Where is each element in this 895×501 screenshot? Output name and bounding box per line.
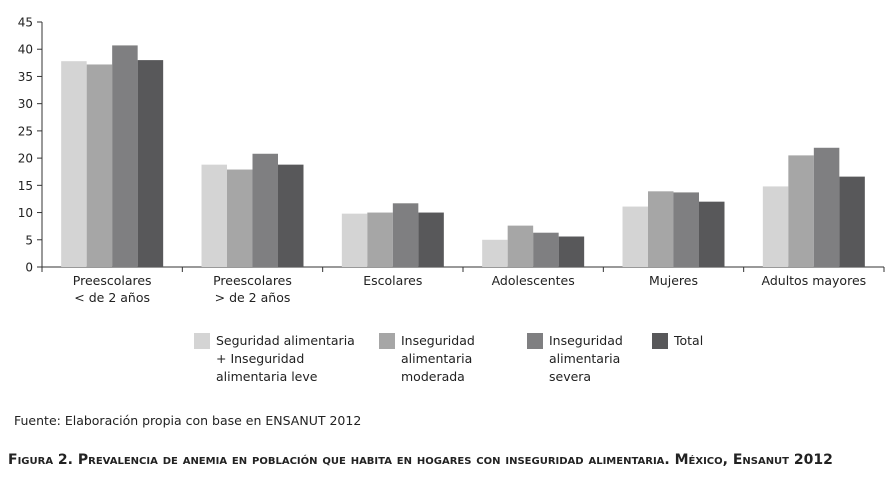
y-tick-label: 10 [18,206,33,220]
y-tick-label: 5 [25,233,33,247]
bar [788,155,814,267]
category-label-line: Adultos mayores [762,273,867,288]
legend-swatch-severa [527,333,543,349]
category-label-line: > de 2 años [215,290,291,305]
legend-label-moderada: Inseguridad alimentaria moderada [401,333,475,384]
legend-label-severa: Inseguridad alimentaria severa [549,333,623,384]
bar [252,153,278,267]
legend-swatch-moderada [379,333,395,349]
category-label-line: < de 2 años [74,290,150,305]
category-label: Preescolares < de 2 años [73,273,152,305]
category-label: Mujeres [649,273,698,288]
chart-legend: Seguridad alimentaria + Inseguridad alim… [0,333,895,393]
bar [533,232,559,267]
legend-label-seguridad-leve: Seguridad alimentaria + Inseguridad alim… [216,333,355,384]
y-tick-label: 15 [18,179,33,193]
category-label-line: Preescolares [213,273,292,288]
y-tick-label: 20 [18,152,33,166]
bar [278,164,304,267]
bar [699,201,725,267]
bar [137,60,164,267]
category-label: Adolescentes [492,273,575,288]
y-tick-label: 0 [25,261,33,275]
legend-item-total: Total [652,333,703,350]
legend-label-total: Total [674,333,704,348]
bar [813,147,840,267]
bar [392,203,419,267]
bar [418,212,444,267]
bar [673,192,699,267]
bar [507,225,534,267]
y-tick-label: 25 [18,124,33,138]
bar [341,213,368,267]
bar [367,212,393,267]
bar [558,236,585,267]
bar [201,164,227,267]
bar [648,191,674,267]
figure-caption: Figura 2. Prevalencia de anemia en pobla… [8,452,833,468]
category-label-line: Mujeres [649,273,698,288]
y-tick-label: 40 [18,43,33,57]
y-tick-label: 30 [18,97,33,111]
bar [112,45,138,268]
bar [61,61,87,268]
legend-item-moderada: Inseguridad alimentaria moderada [379,333,475,386]
category-label: Adultos mayores [762,273,867,288]
bar [762,186,789,267]
y-tick-label: 35 [18,70,33,84]
legend-swatch-total [652,333,668,349]
category-label-line: Escolares [363,273,422,288]
y-tick-label: 45 [18,16,33,30]
source-note: Fuente: Elaboración propia con base en E… [14,413,362,428]
legend-item-severa: Inseguridad alimentaria severa [527,333,623,386]
category-label: Preescolares > de 2 años [213,273,292,305]
legend-swatch-seguridad-leve [194,333,210,349]
bar [482,239,508,267]
bar [227,169,253,267]
bar [839,176,865,267]
category-label-line: Preescolares [73,273,152,288]
bar [622,206,648,267]
legend-item-seguridad-leve: Seguridad alimentaria + Inseguridad alim… [194,333,355,386]
category-label: Escolares [363,273,422,288]
bar [86,64,113,267]
category-label-line: Adolescentes [492,273,575,288]
bar-chart: 0 5 10 15 20 25 30 35 40 45 Preescolares < de 2 año… [18,16,885,305]
